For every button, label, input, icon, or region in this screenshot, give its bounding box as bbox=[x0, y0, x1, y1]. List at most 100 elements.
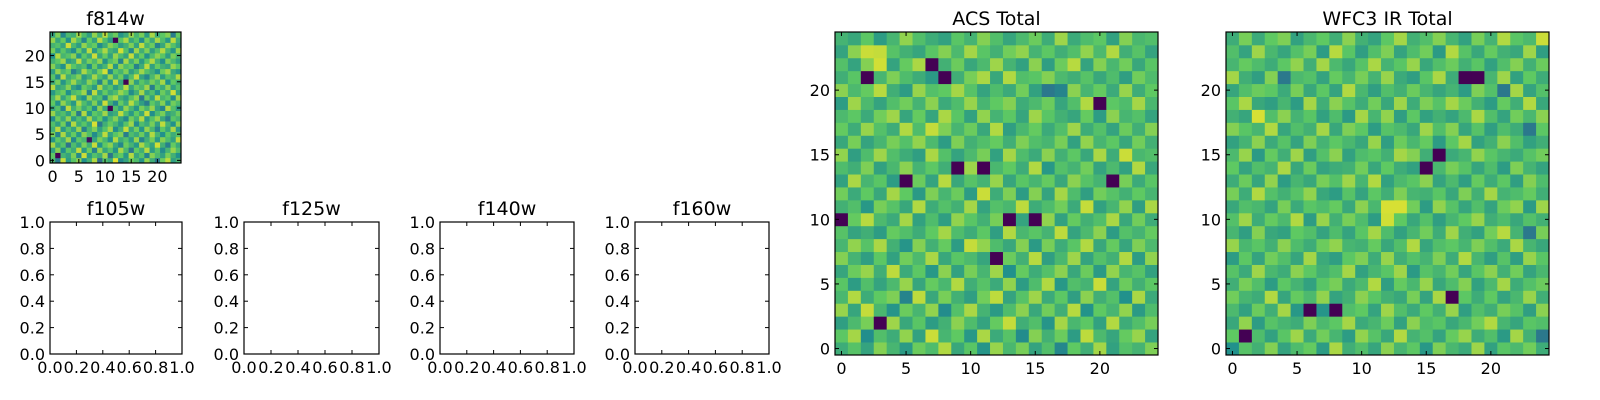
heatmap-cell bbox=[1067, 83, 1081, 97]
heatmap-cell bbox=[81, 100, 88, 106]
heatmap-cell bbox=[144, 131, 150, 138]
heatmap-cell bbox=[1342, 212, 1356, 227]
heatmap-cell bbox=[170, 58, 177, 64]
heatmap-cell bbox=[1368, 122, 1382, 136]
heatmap-cell bbox=[1015, 148, 1030, 162]
heatmap-cell bbox=[847, 238, 862, 253]
heatmap-cell bbox=[1432, 135, 1447, 149]
heatmap-cell bbox=[835, 174, 849, 188]
heatmap-cell bbox=[1329, 174, 1343, 188]
heatmap-cell bbox=[1277, 44, 1291, 59]
heatmap-cell bbox=[170, 94, 177, 101]
heatmap-cell bbox=[1458, 187, 1472, 201]
heatmap-cell bbox=[128, 89, 135, 96]
heatmap-cell bbox=[81, 68, 88, 75]
heatmap-cell bbox=[1119, 109, 1133, 123]
heatmap-cell bbox=[1419, 303, 1434, 317]
heatmap-cell bbox=[1303, 264, 1317, 278]
heatmap-cell bbox=[1497, 199, 1511, 214]
heatmap-cell bbox=[1041, 44, 1056, 59]
heatmap-cell bbox=[1054, 329, 1068, 343]
heatmap-cell bbox=[160, 105, 166, 111]
heatmap-cell bbox=[70, 37, 77, 43]
heatmap-cell bbox=[1303, 329, 1317, 343]
heatmap-cell bbox=[1041, 329, 1056, 343]
heatmap-cell bbox=[1067, 290, 1081, 304]
heatmap-cell bbox=[1093, 122, 1107, 136]
heatmap-cell bbox=[1458, 225, 1472, 240]
heatmap-cell bbox=[964, 96, 978, 110]
heatmap-cell bbox=[118, 32, 124, 38]
heatmap-cell bbox=[97, 147, 103, 153]
heatmap-cell bbox=[1145, 199, 1159, 214]
heatmap-cell bbox=[847, 161, 862, 175]
heatmap-cell bbox=[1145, 329, 1159, 343]
heatmap-cell bbox=[55, 37, 61, 43]
heatmap-cell bbox=[1316, 290, 1330, 304]
heatmap-cell bbox=[70, 42, 77, 49]
heatmap-cell bbox=[873, 122, 888, 136]
heatmap-cell bbox=[1106, 70, 1120, 85]
heatmap-cell bbox=[1251, 122, 1266, 136]
heatmap-cell bbox=[1329, 264, 1343, 278]
y-tick-label: 10 bbox=[25, 99, 45, 118]
heatmap-cell bbox=[977, 187, 991, 201]
heatmap-cell bbox=[60, 42, 67, 49]
heatmap-cell bbox=[938, 342, 952, 356]
heatmap-cell bbox=[81, 63, 88, 70]
heatmap-cell bbox=[1251, 342, 1266, 356]
heatmap-cell bbox=[112, 42, 119, 49]
heatmap-cell bbox=[847, 303, 862, 317]
heatmap-cell bbox=[886, 342, 900, 356]
heatmap-cell bbox=[951, 199, 965, 214]
heatmap-cell bbox=[1316, 277, 1330, 291]
heatmap-cell bbox=[847, 109, 862, 123]
heatmap-cell bbox=[1028, 96, 1043, 110]
heatmap-cell bbox=[1080, 109, 1094, 123]
heatmap-cell bbox=[1497, 342, 1511, 356]
heatmap-cell bbox=[1226, 70, 1240, 85]
heatmap-cell bbox=[1484, 225, 1498, 240]
y-tick-label: 0.6 bbox=[20, 266, 45, 285]
heatmap-cell bbox=[102, 115, 109, 122]
heatmap-cell bbox=[86, 94, 93, 101]
heatmap-cell bbox=[1316, 109, 1330, 123]
heatmap-cell bbox=[1419, 148, 1434, 162]
heatmap-cell bbox=[123, 68, 129, 75]
heatmap-cell bbox=[170, 68, 177, 75]
heatmap-cell bbox=[1028, 135, 1043, 149]
heatmap-cell bbox=[1106, 277, 1120, 291]
heatmap-cell bbox=[1015, 187, 1030, 201]
heatmap-cell bbox=[1080, 277, 1094, 291]
heatmap-cell bbox=[139, 115, 145, 122]
heatmap-cell bbox=[76, 100, 82, 106]
heatmap-cell bbox=[1419, 199, 1434, 214]
heatmap-cell bbox=[55, 32, 61, 38]
x-tick-label: 10 bbox=[95, 167, 115, 186]
heatmap-cell bbox=[133, 52, 140, 59]
heatmap-cell bbox=[60, 110, 67, 117]
heatmap-cell bbox=[1238, 135, 1253, 149]
heatmap-cell bbox=[112, 89, 119, 96]
heatmap-cell bbox=[977, 290, 991, 304]
heatmap-cell bbox=[1419, 264, 1434, 278]
heatmap-cell bbox=[951, 70, 965, 85]
heatmap-cell bbox=[1342, 83, 1356, 97]
y-tick-label: 1.0 bbox=[214, 213, 239, 232]
heatmap-cell bbox=[1106, 135, 1120, 149]
heatmap-cell bbox=[1355, 161, 1369, 175]
heatmap-cell bbox=[128, 73, 135, 80]
heatmap-cell bbox=[1132, 212, 1146, 227]
heatmap-cell bbox=[1067, 264, 1081, 278]
heatmap-cell bbox=[964, 251, 978, 265]
heatmap-cell bbox=[1264, 251, 1279, 265]
heatmap-cell bbox=[1041, 83, 1056, 97]
heatmap-cell bbox=[1132, 161, 1146, 175]
heatmap-cell bbox=[899, 199, 913, 214]
heatmap-cell bbox=[1251, 83, 1266, 97]
heatmap-cell bbox=[977, 70, 991, 85]
heatmap-cell bbox=[1381, 148, 1395, 162]
heatmap-cell bbox=[149, 115, 156, 122]
heatmap-cell bbox=[1226, 199, 1240, 214]
